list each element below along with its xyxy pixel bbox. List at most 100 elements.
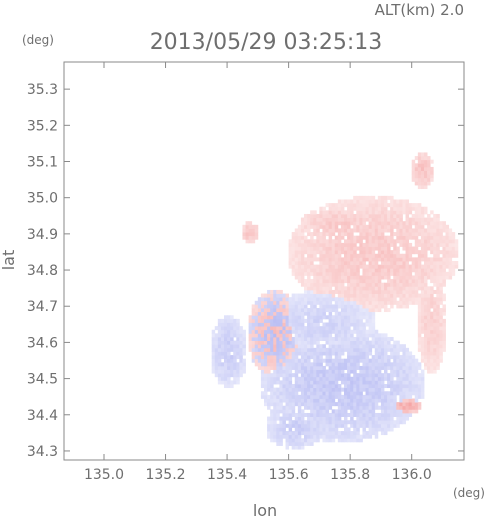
heatmap-cell	[402, 304, 406, 309]
heatmap-cell	[442, 246, 446, 251]
heatmap-cell	[414, 170, 419, 175]
heatmap-cell	[380, 232, 385, 237]
heatmap-cell	[325, 358, 330, 363]
heatmap-cell	[344, 438, 348, 443]
heatmap-cell	[233, 351, 237, 356]
heatmap-cell	[384, 431, 388, 436]
heatmap-cell	[344, 402, 348, 407]
heatmap-cell	[337, 268, 342, 273]
heatmap-cell	[313, 297, 317, 302]
heatmap-cell	[365, 376, 370, 381]
heatmap-cell	[393, 253, 397, 258]
heatmap-cell	[365, 394, 370, 399]
heatmap-cell	[399, 362, 403, 367]
heatmap-cell	[319, 224, 323, 229]
heatmap-cell	[393, 347, 397, 352]
heatmap-cell	[310, 405, 314, 410]
heatmap-cell	[353, 373, 357, 378]
heatmap-cell	[291, 340, 296, 345]
heatmap-cell	[313, 213, 317, 218]
heatmap-cell	[359, 373, 363, 378]
heatmap-cell	[368, 362, 373, 367]
heatmap-cell	[387, 224, 391, 229]
heatmap-cell	[325, 347, 330, 352]
heatmap-cell	[230, 326, 234, 331]
heatmap-cell	[285, 409, 290, 414]
heatmap-cell	[313, 329, 317, 334]
heatmap-cell	[390, 242, 394, 247]
heatmap-cell	[371, 195, 376, 200]
heatmap-cell	[337, 199, 342, 204]
heatmap-cell	[414, 387, 419, 392]
heatmap-cell	[291, 304, 296, 309]
heatmap-cell	[328, 438, 333, 443]
heatmap-cell	[377, 203, 382, 208]
heatmap-cell	[313, 398, 317, 403]
heatmap-cell	[377, 344, 382, 349]
heatmap-cell	[368, 282, 373, 287]
heatmap-cell	[273, 369, 277, 374]
heatmap-cell	[396, 261, 400, 266]
heatmap-cell	[451, 253, 456, 258]
heatmap-cell	[390, 297, 394, 302]
heatmap-cell	[356, 246, 360, 251]
heatmap-cell	[334, 344, 339, 349]
heatmap-cell	[405, 239, 410, 244]
heatmap-cell	[377, 412, 382, 417]
heatmap-cell	[408, 297, 413, 302]
heatmap-cell	[279, 329, 283, 334]
heatmap-cell	[411, 373, 416, 378]
heatmap-cell	[334, 391, 339, 396]
heatmap-cell	[371, 282, 376, 287]
heatmap-cell	[427, 170, 431, 175]
heatmap-cell	[297, 268, 302, 273]
heatmap-cell	[304, 358, 308, 363]
heatmap-cell	[350, 405, 354, 410]
heatmap-cell	[411, 217, 416, 222]
heatmap-cell	[294, 246, 299, 251]
heatmap-cell	[417, 174, 422, 179]
heatmap-cell	[399, 257, 403, 262]
heatmap-cell	[387, 250, 391, 255]
heatmap-cell	[365, 246, 370, 251]
heatmap-cell	[380, 257, 385, 262]
heatmap-cell	[390, 420, 394, 425]
heatmap-cell	[390, 232, 394, 237]
heatmap-cell	[347, 308, 351, 313]
heatmap-cell	[374, 355, 379, 360]
heatmap-cell	[276, 427, 280, 432]
heatmap-cell	[273, 336, 277, 341]
heatmap-cell	[356, 423, 360, 428]
heatmap-cell	[439, 268, 443, 273]
heatmap-cell	[334, 213, 339, 218]
heatmap-cell	[307, 239, 311, 244]
heatmap-cell	[436, 286, 440, 291]
heatmap-cell	[273, 427, 277, 432]
heatmap-cell	[356, 412, 360, 417]
heatmap-cell	[310, 293, 314, 298]
heatmap-cell	[430, 239, 434, 244]
heatmap-cell	[368, 304, 373, 309]
heatmap-cell	[316, 318, 320, 323]
heatmap-cell	[344, 409, 348, 414]
heatmap-cell	[377, 282, 382, 287]
heatmap-cell	[420, 315, 425, 320]
heatmap-cell	[279, 434, 283, 439]
heatmap-cell	[233, 373, 237, 378]
heatmap-cell	[300, 373, 305, 378]
heatmap-cell	[276, 315, 280, 320]
heatmap-cell	[362, 232, 366, 237]
heatmap-cell	[340, 318, 345, 323]
heatmap-cell	[405, 232, 410, 237]
heatmap-cell	[399, 264, 403, 269]
heatmap-cell	[282, 340, 286, 345]
heatmap-cell	[414, 373, 419, 378]
heatmap-cell	[353, 253, 357, 258]
heatmap-cell	[377, 253, 382, 258]
heatmap-cell	[325, 409, 330, 414]
heatmap-cell	[322, 239, 326, 244]
heatmap-cell	[294, 228, 299, 233]
heatmap-cell	[365, 232, 370, 237]
heatmap-cell	[371, 221, 376, 226]
heatmap-cell	[227, 336, 231, 341]
